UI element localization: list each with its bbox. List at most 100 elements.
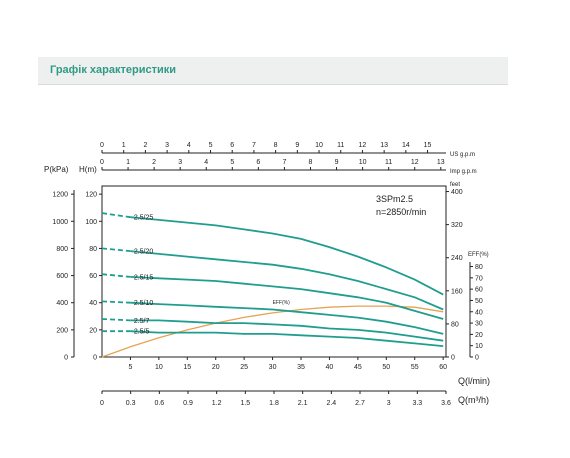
imp-gpm-tick-label: 11 [385, 159, 392, 166]
feet-tick-label: 400 [451, 189, 463, 196]
q-lmin-tick-label: 20 [212, 364, 220, 371]
head-curve-lead-2.5-10 [101, 300, 131, 304]
imp-gpm-tick-label: 7 [282, 159, 286, 166]
us-gpm-tick-label: 13 [380, 142, 388, 149]
us-gpm-tick-label: 14 [402, 142, 410, 149]
q-lmin-tick-label: 25 [240, 364, 248, 371]
us-gpm-tick-label: 5 [209, 142, 213, 149]
feet-tick-label: 0 [451, 355, 455, 362]
us-gpm-tick-label: 11 [337, 142, 344, 149]
q-m3h-tick-label: 1.2 [212, 400, 222, 407]
series-label: 2.5/7 [134, 318, 150, 325]
feet-axis-label: feet [450, 182, 460, 188]
head-tick-label: 100 [85, 219, 97, 226]
us-gpm-tick-label: 12 [359, 142, 367, 149]
q-lmin-tick-label: 30 [269, 364, 277, 371]
us-gpm-axis-label: US g.p.m [450, 152, 475, 158]
feet-tick-label: 320 [451, 222, 463, 229]
q-m3h-tick-label: 3.6 [441, 400, 451, 407]
eff-axis-label: EFF(%) [468, 252, 489, 258]
q-lmin-tick-label: 45 [354, 364, 362, 371]
plot-frame [101, 185, 447, 358]
us-gpm-tick-label: 2 [143, 142, 147, 149]
imp-gpm-tick-label: 9 [335, 159, 339, 166]
q-lmin-tick-label: 50 [382, 364, 390, 371]
us-gpm-tick-label: 6 [230, 142, 234, 149]
head-tick-label: 40 [89, 300, 97, 307]
eff-tick-label: 20 [475, 332, 483, 339]
q-m3h-tick-label: 1.5 [240, 400, 250, 407]
us-gpm-tick-label: 8 [274, 142, 278, 149]
head-curve-2.5-7 [130, 319, 444, 342]
series-label: 2.5/10 [134, 300, 154, 307]
feet-tick-label: 160 [451, 288, 463, 295]
head-curve-lead-2.5-7 [101, 318, 131, 322]
eff-tick-label: 60 [475, 287, 483, 294]
us-gpm-tick-label: 4 [187, 142, 191, 149]
q-lmin-axis-label: Q(l/min) [458, 376, 490, 386]
q-lmin-tick-label: 10 [155, 364, 163, 371]
q-m3h-tick-label: 2.4 [326, 400, 336, 407]
section-banner: Графік характеристики [38, 57, 508, 85]
head-axis-label: H(m) [79, 165, 97, 174]
head-tick-label: 0 [93, 355, 97, 362]
imp-gpm-tick-label: 4 [204, 159, 208, 166]
us-gpm-tick-label: 15 [424, 142, 432, 149]
feet-tick-label: 240 [451, 255, 463, 262]
us-gpm-tick-label: 9 [295, 142, 299, 149]
us-gpm-tick-label: 1 [122, 142, 126, 149]
pressure-tick-label: 0 [64, 355, 68, 362]
imp-gpm-tick-label: 0 [100, 159, 104, 166]
q-m3h-tick-label: 0.9 [183, 400, 193, 407]
imp-gpm-tick-label: 12 [411, 159, 419, 166]
head-curve-2.5-15 [130, 276, 444, 320]
q-m3h-tick-label: 3.3 [412, 400, 422, 407]
feet-tick-label: 80 [451, 321, 459, 328]
head-curve-2.5-25 [130, 216, 444, 296]
eff-tick-label: 70 [475, 275, 483, 282]
head-curve-2.5-10 [130, 301, 444, 335]
head-curve-lead-2.5-15 [101, 273, 131, 278]
eff-tick-label: 80 [475, 264, 483, 271]
imp-gpm-tick-label: 3 [178, 159, 182, 166]
eff-tick-label: 40 [475, 309, 483, 316]
us-gpm-tick-label: 7 [252, 142, 256, 149]
imp-gpm-tick-label: 1 [126, 159, 130, 166]
head-tick-label: 20 [89, 327, 97, 334]
q-m3h-tick-label: 0 [100, 400, 104, 407]
head-tick-label: 120 [85, 192, 97, 199]
q-m3h-tick-label: 3 [387, 400, 391, 407]
series-label: 2.5/20 [134, 249, 154, 256]
q-lmin-tick-label: 40 [326, 364, 334, 371]
pressure-axis-label: P(kPa) [44, 165, 69, 174]
imp-gpm-tick-label: 6 [256, 159, 260, 166]
model-label: 3SPm2.5 [376, 194, 413, 204]
q-m3h-tick-label: 2.7 [355, 400, 365, 407]
eff-tick-label: 0 [475, 355, 479, 362]
series-label: 2.5/15 [134, 274, 154, 281]
q-m3h-tick-label: 1.8 [269, 400, 279, 407]
head-curve-2.5-5 [130, 330, 444, 347]
us-gpm-tick-label: 3 [165, 142, 169, 149]
head-tick-label: 60 [89, 273, 97, 280]
q-m3h-axis-label: Q(m³/h) [458, 395, 489, 405]
q-m3h-tick-label: 2.1 [298, 400, 308, 407]
eff-tick-label: 30 [475, 321, 483, 328]
q-m3h-tick-label: 0.6 [154, 400, 164, 407]
imp-gpm-tick-label: 13 [437, 159, 445, 166]
q-lmin-tick-label: 35 [297, 364, 305, 371]
pressure-tick-label: 1200 [52, 192, 68, 199]
q-lmin-tick-label: 15 [183, 364, 191, 371]
q-lmin-tick-label: 5 [128, 364, 132, 371]
head-curve-2.5-20 [130, 250, 444, 311]
efficiency-curve-label: EFF(%) [273, 300, 291, 306]
q-lmin-tick-label: 55 [411, 364, 419, 371]
pressure-tick-label: 400 [56, 300, 68, 307]
eff-tick-label: 10 [475, 343, 483, 350]
pressure-tick-label: 600 [56, 273, 68, 280]
imp-gpm-tick-label: 2 [152, 159, 156, 166]
imp-gpm-axis-label: Imp g.p.m [450, 169, 477, 175]
eff-tick-label: 50 [475, 298, 483, 305]
q-m3h-tick-label: 0.3 [126, 400, 136, 407]
section-title: Графік характеристики [50, 64, 176, 76]
